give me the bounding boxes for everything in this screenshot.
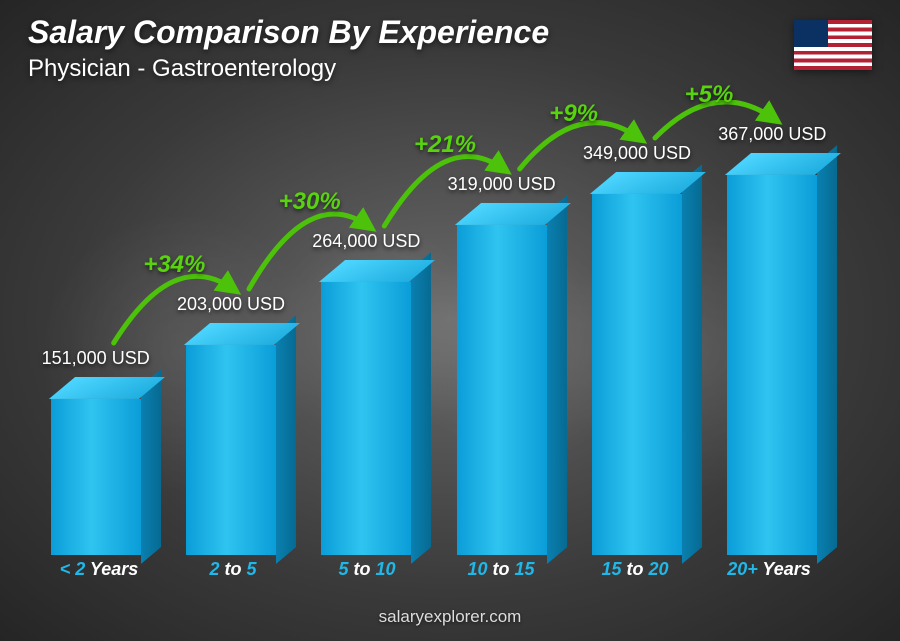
bar [321, 260, 411, 555]
bar-value-label: 319,000 USD [448, 174, 556, 195]
x-axis-label: < 2 Years [32, 559, 166, 585]
x-axis-label: 15 to 20 [568, 559, 702, 585]
bar [51, 377, 141, 555]
increase-arc-label: +5% [685, 81, 734, 109]
bar-slot: 264,000 USD [303, 231, 430, 555]
bar [727, 153, 817, 555]
bar-value-label: 367,000 USD [718, 124, 826, 145]
page-subtitle: Physician - Gastroenterology [28, 55, 872, 83]
salary-bar-chart: 151,000 USD 203,000 USD 264,000 USD 319,000… [28, 100, 840, 579]
x-axis-label: 20+ Years [702, 559, 836, 585]
increase-arc-label: +9% [549, 100, 598, 128]
x-axis-label: 2 to 5 [166, 559, 300, 585]
bar-slot: 349,000 USD [573, 143, 700, 555]
bar-slot: 367,000 USD [709, 124, 836, 555]
page-title: Salary Comparison By Experience [28, 14, 872, 51]
bar-value-label: 349,000 USD [583, 143, 691, 164]
bar-value-label: 264,000 USD [312, 231, 420, 252]
x-axis-label: 5 to 10 [300, 559, 434, 585]
increase-arc-label: +30% [279, 188, 341, 216]
bar [457, 203, 547, 555]
bar-slot: 151,000 USD [32, 348, 159, 555]
country-flag-us [794, 20, 872, 70]
footer-credit: salaryexplorer.com [0, 607, 900, 627]
header: Salary Comparison By Experience Physicia… [28, 14, 872, 83]
x-axis-label: 10 to 15 [434, 559, 568, 585]
bar-value-label: 203,000 USD [177, 294, 285, 315]
increase-arc-label: +21% [414, 131, 476, 159]
increase-arc-label: +34% [143, 251, 205, 279]
bar [186, 323, 276, 555]
bar [592, 172, 682, 555]
bar-slot: 319,000 USD [438, 174, 565, 555]
bar-slot: 203,000 USD [167, 294, 294, 555]
bar-value-label: 151,000 USD [42, 348, 150, 369]
